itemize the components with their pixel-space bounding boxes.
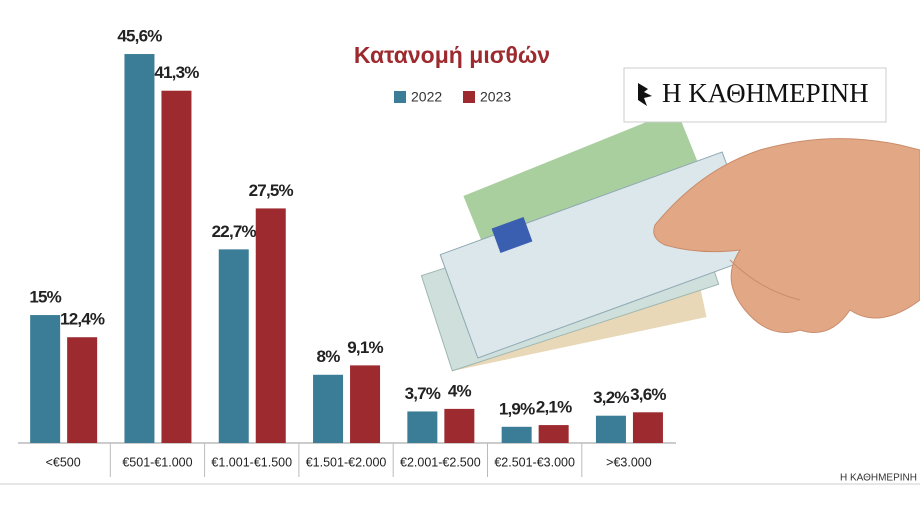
chart-title: Κατανομή μισθών (354, 42, 550, 68)
legend-swatch (394, 91, 406, 103)
bar (632, 412, 663, 443)
value-label: 12,4% (60, 310, 105, 329)
legend-label: 2023 (480, 89, 511, 105)
bar (407, 411, 438, 443)
x-tick-label: €2.001-€2.500 (400, 455, 481, 469)
value-label: 45,6% (117, 27, 162, 46)
value-label: 2,1% (536, 398, 572, 417)
x-tick-label: €501-€1.000 (122, 455, 192, 469)
value-label: 22,7% (212, 222, 257, 241)
value-label: 3,6% (630, 385, 666, 404)
x-tick-label: €2.501-€3.000 (494, 455, 575, 469)
bar (67, 337, 98, 443)
bar (218, 249, 249, 443)
x-tick-label: €1.001-€1.500 (211, 455, 292, 469)
legend-swatch (463, 91, 475, 103)
bar (124, 54, 155, 443)
logo-text: Η ΚΑΘΗΜΕΡΙΝΗ (662, 78, 869, 108)
legend: 2022 2023 (394, 89, 511, 105)
x-tick-label: >€3.000 (606, 455, 652, 469)
bar (30, 315, 61, 443)
value-label: 3,2% (593, 388, 629, 407)
bar (444, 408, 475, 443)
value-label: 4% (448, 381, 472, 400)
bar (501, 426, 532, 443)
bar (595, 415, 626, 443)
x-tick-label: €1.501-€2.000 (306, 455, 387, 469)
x-tick-label: <€500 (46, 455, 81, 469)
value-label: 8% (317, 347, 341, 366)
value-label: 9,1% (347, 338, 383, 357)
bar (255, 208, 286, 443)
bar (161, 90, 192, 443)
value-label: 3,7% (405, 384, 441, 403)
value-label: 15% (29, 288, 61, 307)
footer-text: Η ΚΑΘΗΜΕΡΙΝΗ (840, 473, 917, 484)
value-label: 27,5% (249, 181, 294, 200)
logo: Η ΚΑΘΗΜΕΡΙΝΗ (623, 67, 887, 123)
legend-label: 2022 (411, 89, 442, 105)
value-label: 41,3% (154, 63, 199, 82)
bar (538, 425, 569, 443)
bar (350, 365, 381, 443)
photo (420, 109, 920, 372)
value-label: 1,9% (499, 399, 535, 418)
bar (313, 374, 344, 443)
